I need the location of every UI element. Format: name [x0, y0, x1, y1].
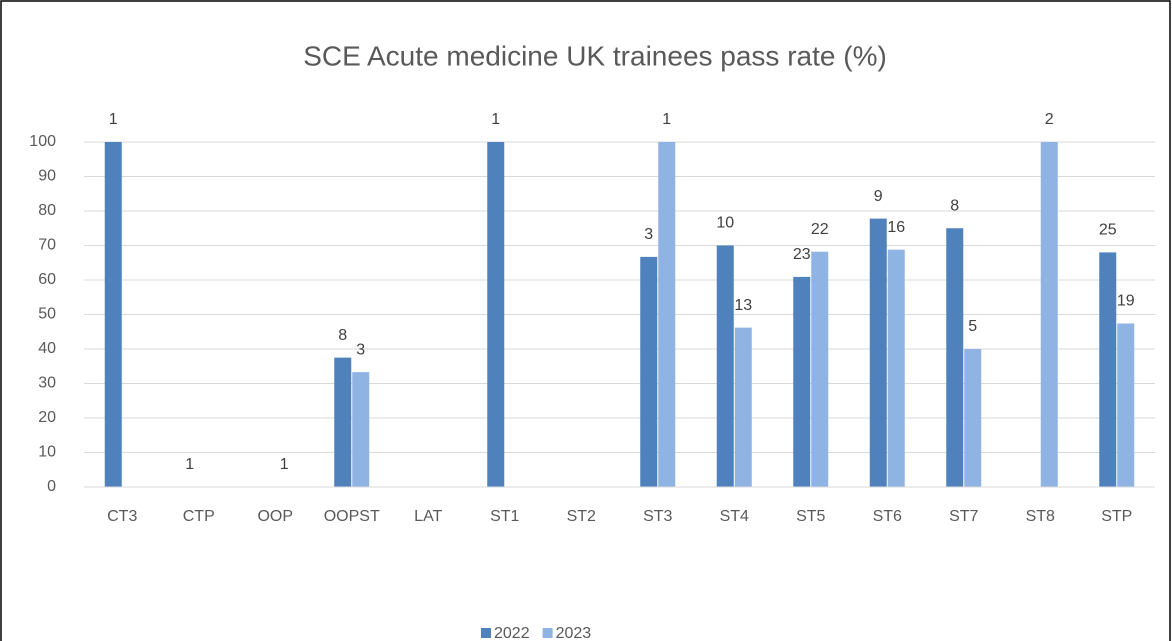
data-label: 1 — [185, 456, 194, 473]
x-tick-label: ST3 — [643, 508, 672, 525]
bar — [793, 276, 811, 487]
x-tick-label: STP — [1101, 508, 1132, 525]
data-label: 3 — [356, 341, 365, 358]
data-label: 3 — [644, 226, 653, 243]
data-label: 1 — [109, 111, 118, 128]
y-tick-label: 50 — [38, 306, 56, 323]
data-label: 1 — [280, 456, 289, 473]
data-label: 13 — [734, 297, 752, 314]
bar — [487, 142, 505, 487]
y-tick-label: 70 — [38, 237, 56, 254]
legend-swatch — [542, 628, 553, 638]
legend-swatch — [481, 628, 491, 638]
bar — [734, 327, 752, 487]
x-tick-label: ST4 — [720, 508, 749, 525]
bar — [811, 251, 829, 487]
bar — [716, 245, 734, 487]
x-tick-label: ST8 — [1026, 508, 1055, 525]
x-tick-label: ST7 — [949, 508, 978, 525]
data-label: 2 — [1045, 111, 1054, 128]
bar — [1099, 252, 1117, 487]
data-label: 16 — [887, 219, 905, 236]
x-tick-label: OOP — [257, 508, 293, 525]
x-tick-label: CT3 — [107, 508, 137, 525]
x-tick-label: OOPST — [324, 508, 380, 525]
bar — [946, 228, 964, 487]
bar — [334, 357, 352, 487]
x-tick-label: ST1 — [490, 508, 519, 525]
x-tick-label: ST5 — [796, 508, 825, 525]
y-tick-label: 100 — [29, 133, 56, 150]
y-tick-label: 40 — [38, 340, 56, 357]
data-label: 10 — [716, 215, 734, 232]
y-tick-label: 80 — [38, 202, 56, 219]
y-tick-label: 60 — [38, 271, 56, 288]
y-tick-label: 0 — [47, 478, 56, 495]
y-tick-label: 20 — [38, 409, 56, 426]
bar — [869, 218, 887, 487]
y-tick-label: 10 — [38, 444, 56, 461]
bar — [658, 142, 676, 487]
chart-title: SCE Acute medicine UK trainees pass rate… — [303, 40, 887, 71]
data-label: 8 — [950, 197, 959, 214]
bar — [352, 372, 370, 487]
x-tick-label: ST2 — [567, 508, 596, 525]
x-tick-label: LAT — [414, 508, 442, 525]
data-label: 19 — [1117, 293, 1135, 310]
data-label: 8 — [338, 327, 347, 344]
legend-label: 2022 — [494, 625, 530, 641]
bar — [104, 142, 122, 487]
data-label: 5 — [968, 318, 977, 335]
bar — [964, 349, 982, 487]
data-label: 1 — [662, 111, 671, 128]
x-tick-label: CTP — [183, 508, 215, 525]
bar — [1040, 142, 1058, 487]
data-label: 9 — [874, 188, 883, 205]
data-label: 22 — [811, 221, 829, 238]
bar — [1117, 323, 1135, 487]
bar — [887, 249, 905, 487]
data-label: 23 — [793, 246, 811, 263]
data-label: 25 — [1099, 222, 1117, 239]
legend-label: 2023 — [556, 625, 592, 641]
x-tick-label: ST6 — [873, 508, 902, 525]
bar — [640, 256, 658, 487]
y-tick-label: 90 — [38, 168, 56, 185]
y-tick-label: 30 — [38, 375, 56, 392]
data-label: 1 — [491, 111, 500, 128]
